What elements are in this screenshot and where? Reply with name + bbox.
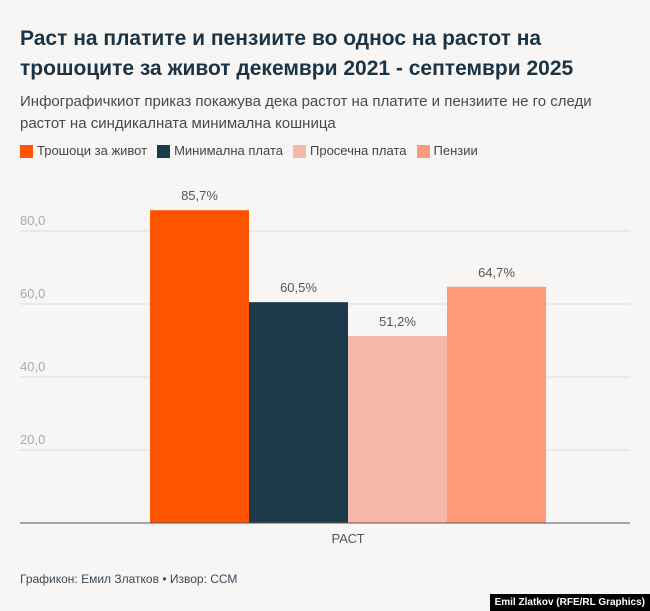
legend-swatch [20,144,33,158]
bar [348,336,447,523]
source-note: Графикон: Емил Златков • Извор: ССМ [20,572,238,586]
data-label: 85,7% [181,188,218,203]
legend-item: Просечна плата [293,143,407,159]
legend-item: Трошоци за живот [20,143,147,159]
bar [447,286,546,523]
legend-label: Минимална плата [174,143,283,158]
chart-title: Раст на платите и пензиите во однос на р… [20,27,574,80]
bar [249,302,348,523]
x-tick-label: РАСТ [331,531,364,546]
legend-label: Пензии [433,143,478,158]
legend-item: Пензии [416,143,478,159]
legend-swatch [157,144,171,158]
y-tick-label: 60,0 [20,286,45,301]
y-tick-label: 80,0 [20,213,45,228]
legend-label: Трошоци за живот [37,143,148,158]
data-label: 64,7% [478,265,515,280]
chart-header: Раст на платите и пензиите во однос на р… [20,24,635,159]
chart-subtitle: Инфографичкиот приказ покажува дека раст… [20,93,592,132]
credit: Emil Zlatkov (RFE/RL Graphics) [489,594,650,611]
legend-label: Просечна плата [310,143,407,158]
data-label: 60,5% [280,280,317,295]
legend-item: Минимална плата [157,143,283,159]
bar [150,210,249,523]
legend: Трошоци за живот Минимална плата Просечн… [20,143,635,159]
y-tick-label: 20,0 [20,432,45,447]
legend-swatch [416,144,430,158]
legend-swatch [293,144,306,158]
y-tick-label: 40,0 [20,359,45,374]
data-label: 51,2% [379,314,416,329]
